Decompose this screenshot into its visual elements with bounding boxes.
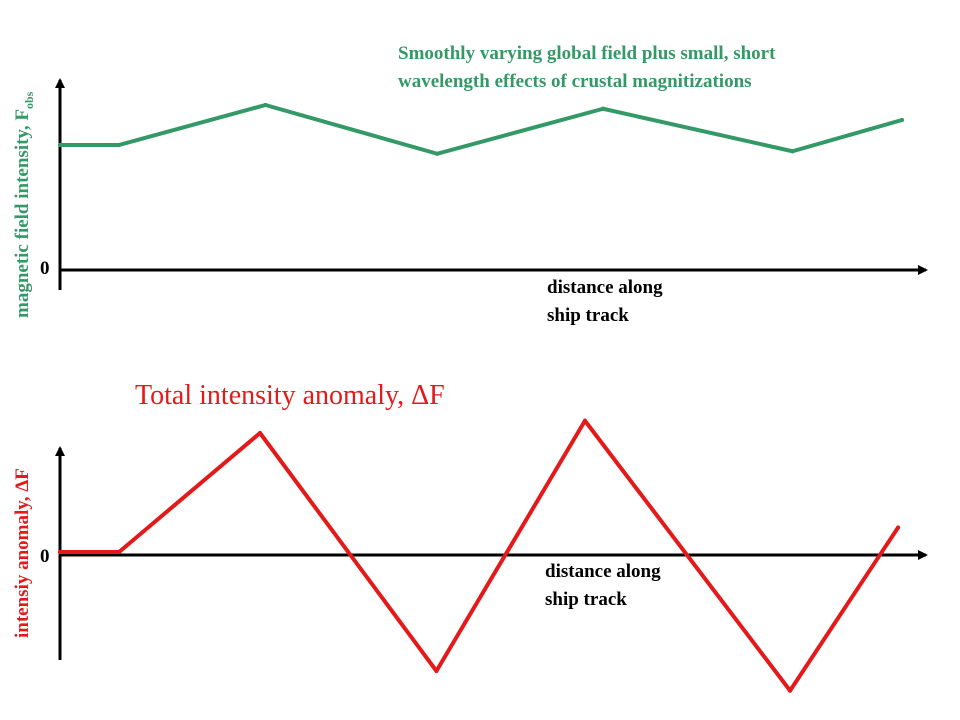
x-label-line-2: ship track (545, 589, 627, 610)
series-top-point (900, 118, 904, 122)
series-top-point (435, 151, 440, 156)
zero-label-top: 0 (40, 258, 50, 279)
y-axis-label-subscript: obs (21, 91, 36, 110)
series-top-point (116, 143, 121, 147)
series-bottom-segment (788, 525, 901, 693)
series-bottom-segment (117, 431, 263, 554)
y-axis-label-text: magnetic field intensity, F (12, 109, 33, 318)
series-top-point (601, 106, 606, 111)
series-bottom-point (434, 669, 439, 673)
series-top-segment (790, 118, 904, 154)
series-top-segment (435, 106, 606, 156)
series-bottom-point (582, 418, 587, 423)
series-top-segment (116, 103, 268, 147)
title-line-2: wavelength effects of crustal magnitizat… (398, 71, 752, 92)
series-bottom-point (896, 525, 901, 530)
series-bottom-point (58, 550, 62, 554)
series-top-segment (601, 106, 795, 154)
x-axis-label-bottom: distance along ship track (545, 558, 661, 614)
x-label-line-2: ship track (547, 305, 629, 326)
y-axis-label-top: magnetic field intensity, Fobs (12, 92, 37, 318)
y-axis-label-bottom: intensiy anomaly, ΔF (12, 468, 33, 638)
series-top-segment (263, 103, 440, 156)
series-bottom-point (258, 431, 263, 435)
series-bottom-segment (258, 431, 439, 673)
series-bottom (58, 418, 901, 693)
x-label-line-1: distance along (545, 561, 661, 582)
series-top (58, 103, 904, 156)
series-bottom-segment (582, 418, 793, 693)
series-bottom-point (788, 688, 793, 693)
zero-label-bottom: 0 (40, 546, 50, 567)
series-top-point (58, 143, 62, 147)
series-top-point (263, 103, 268, 107)
chart-title-bottom: Total intensity anomaly, ΔF (135, 380, 445, 411)
x-label-line-1: distance along (547, 277, 663, 298)
series-bottom-segment (434, 418, 587, 673)
series-bottom-point (117, 550, 122, 554)
chart-title-top: Smoothly varying global field plus small… (398, 40, 775, 96)
title-line-1: Smoothly varying global field plus small… (398, 43, 776, 64)
series-top-point (790, 149, 795, 154)
x-axis-label-top: distance along ship track (547, 274, 663, 330)
